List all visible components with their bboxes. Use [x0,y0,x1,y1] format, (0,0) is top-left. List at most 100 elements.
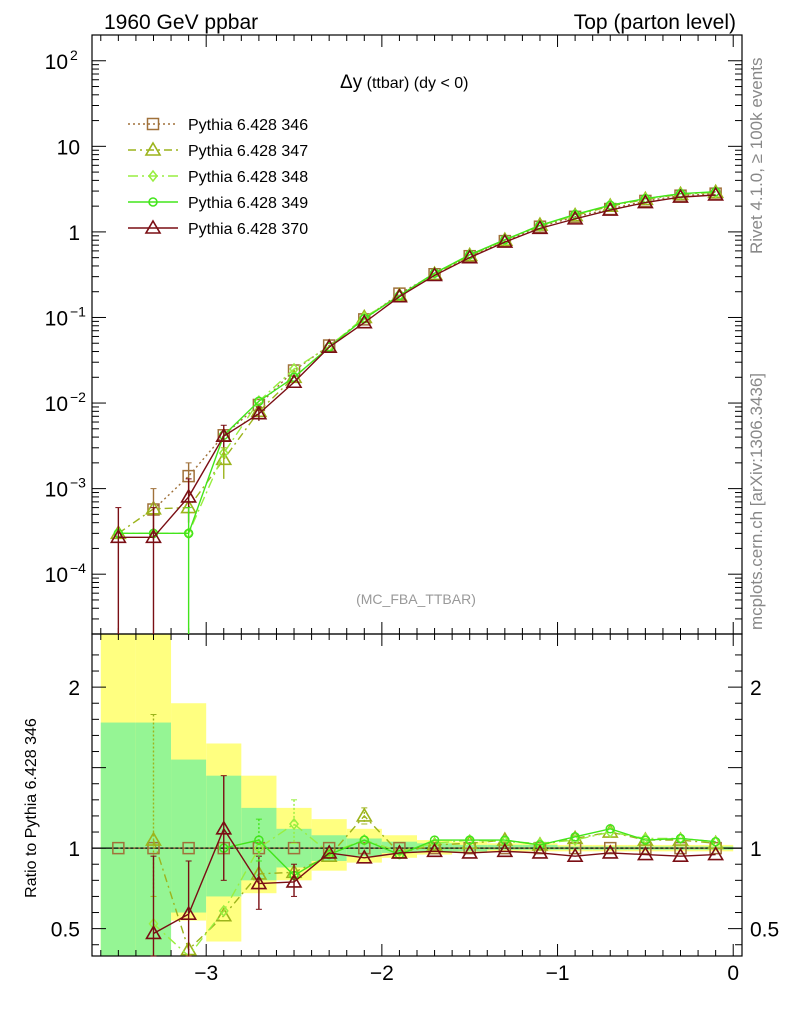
y-tick-label: 10 −4 [45,560,87,587]
y-tick-base: 10 [45,564,68,587]
y-tick-exponent: −4 [70,560,86,576]
legend-marker-p348 [148,169,158,183]
ratio-point-p348 [218,904,229,918]
point-p370 [426,266,443,282]
y-tick-base: 10 [45,307,68,330]
ratio-point-p346 [498,841,512,855]
point-p370 [355,314,373,329]
y-tick-base: 10 [57,136,80,159]
ratio-point-p349 [359,835,370,845]
y-tick-exponent: −2 [70,389,86,405]
ratio-point-p349 [640,835,651,845]
y-tick-exponent: 2 [70,47,78,63]
watermark: (MC_FBA_TTBAR) [356,591,476,607]
ratio-point-p370 [391,844,408,859]
ratio-point-p346 [182,841,195,855]
ratio-point-p370 [566,847,584,862]
y-tick-label: 10 −1 [45,303,87,330]
ratio-tick-label: 2 [68,677,80,700]
ratio-point-p348 [359,833,370,847]
y-tick-label: 10 −3 [45,475,87,502]
point-p349 [605,200,615,210]
chart-title-symbol: Δy [340,72,363,93]
legend-label-p370: Pythia 6.428 370 [188,221,308,238]
header-right-title: Top (parton level) [574,11,736,34]
ratio-point-p349 [710,836,721,847]
legend-marker-p349 [148,197,158,207]
ratio-point-p370 [496,842,514,858]
ratio-point-p346 [358,841,371,855]
point-p370 [531,219,549,235]
legend-marker-p370 [144,219,162,234]
point-p370 [285,373,303,389]
legend-marker-p347 [144,141,162,156]
ratio-tick-label: 1 [68,838,80,861]
legend-label-p347: Pythia 6.428 347 [188,143,308,160]
series-line-p347 [117,191,716,534]
ratio-point-p346 [568,841,582,855]
point-p370 [391,288,408,303]
band-inner [100,722,136,956]
ratio-axis-label: Ratio to Pythia 6.428 346 [23,718,40,898]
ratio-point-p370 [707,845,725,861]
series-line-p349 [118,191,716,535]
point-p370 [636,194,654,209]
ratio-point-p370 [426,842,443,858]
ratio-point-p347 [215,907,233,922]
legend-label-p349: Pythia 6.428 349 [188,195,308,212]
ratio-point-p348 [675,832,686,845]
ratio-point-p348 [570,833,581,847]
x-tick-label: 0 [727,962,739,985]
legend-label-p348: Pythia 6.428 348 [188,169,308,186]
ratio-point-p349 [605,824,615,834]
point-p370 [707,186,725,201]
ratio-point-p370 [320,844,338,859]
ratio-point-p370 [672,847,689,862]
y-tick-exponent: −3 [70,475,86,491]
y-tick-base: 1 [68,222,80,245]
ratio-point-p347 [145,831,162,846]
ratio-point-p349 [535,840,545,850]
y-tick-base: 10 [45,479,68,502]
band-inner [346,838,382,857]
point-p370 [601,201,619,216]
legend-label-p346: Pythia 6.428 346 [188,117,308,134]
y-tick-label: 10 [57,136,80,159]
series-line-p346 [153,192,716,511]
x-tick-label: −1 [546,962,570,985]
mcplots-label: mcplots.cern.ch [arXiv:1306.3436] [747,373,766,630]
series-line-p370 [118,194,716,538]
y-tick-label: 1 [68,222,80,245]
series-line-p348 [118,191,716,535]
point-p348 [640,192,651,205]
ratio-point-p370 [461,844,479,859]
y-tick-base: 10 [45,393,68,416]
point-p370 [496,233,514,248]
chart-title: Δy (ttbar) (dy < 0) [340,72,468,93]
chart-title-rest: (ttbar) (dy < 0) [362,75,468,92]
point-p370 [672,188,689,203]
y-tick-base: 10 [45,51,68,74]
y-tick-exponent: −1 [70,303,86,319]
ratio-tick-label-right: 2 [750,677,762,700]
ratio-point-p349 [570,832,580,842]
ratio-point-p349 [675,833,686,844]
point-p348 [675,187,686,200]
x-tick-label: −3 [194,962,218,985]
legend-marker-p346 [146,117,160,131]
ratio-point-p346 [287,841,301,855]
ratio-point-p370 [636,845,654,861]
header-left-title: 1960 GeV ppbar [104,11,258,34]
x-tick-label: −2 [370,962,394,985]
ratio-tick-label-right: 0.5 [750,919,779,942]
ratio-bands [100,634,734,956]
ratio-point-p370 [531,844,549,859]
y-tick-label: 10 −2 [45,389,87,416]
ratio-point-p370 [355,849,373,864]
ratio-point-p349 [464,835,475,845]
y-tick-label: 10 2 [45,47,78,74]
ratio-point-p346 [112,841,125,855]
point-p348 [710,186,721,199]
